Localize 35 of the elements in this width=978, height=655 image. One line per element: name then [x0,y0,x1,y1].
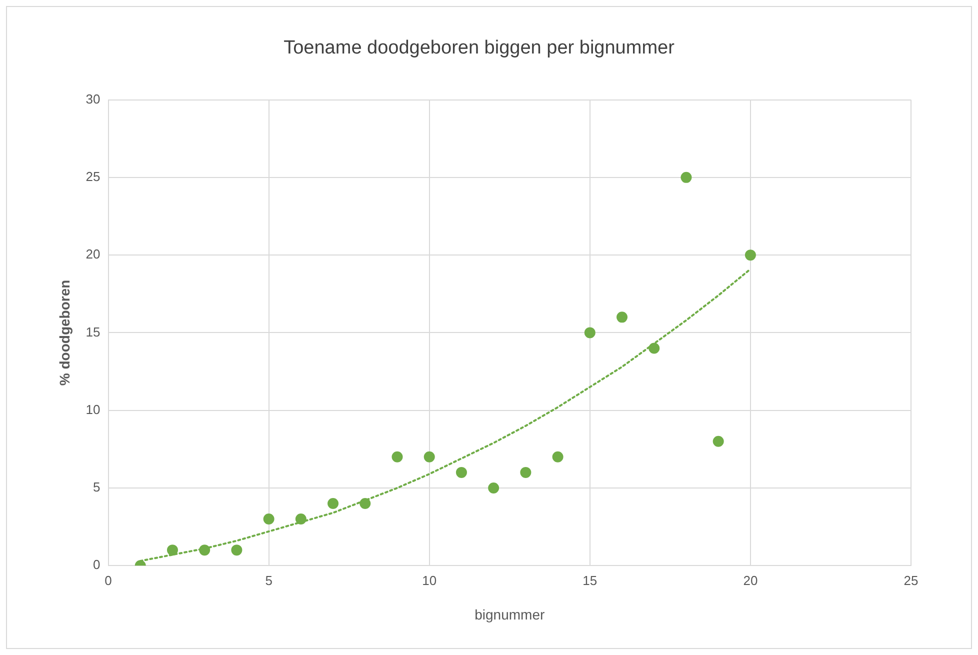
point [520,466,532,478]
y-tick-label: 5 [93,480,100,495]
y-tick-label: 25 [86,169,100,184]
point [166,544,178,556]
point [328,498,339,509]
x-tick-label: 20 [743,572,758,588]
point [263,514,274,525]
point [424,451,435,462]
point [744,250,756,261]
y-tick-label: 10 [86,402,100,417]
x-tick-label: 15 [582,572,598,588]
point [392,451,403,462]
point [199,544,210,556]
point [584,327,596,338]
point [360,498,371,509]
point [231,544,242,556]
point [488,482,500,494]
point [456,466,467,478]
y-tick-label: 0 [93,557,100,572]
point [648,342,660,354]
point [712,436,724,447]
point [552,451,564,462]
x-tick-label: 25 [904,572,918,588]
x-tick-label: 0 [104,572,112,588]
point [680,172,692,183]
x-tick-label: 10 [422,572,437,588]
y-tick-label: 30 [86,91,100,106]
y-tick-label: 20 [86,246,100,262]
point [295,514,306,525]
y-tick-label: 15 [86,324,100,340]
point [616,312,628,323]
x-tick-label: 5 [265,572,272,588]
x-axis-title: bignummer [474,606,545,622]
y-axis-title: % doodgeboren [56,280,72,386]
chart-title: Toename doodgeboren biggen per bignummer [284,38,676,59]
